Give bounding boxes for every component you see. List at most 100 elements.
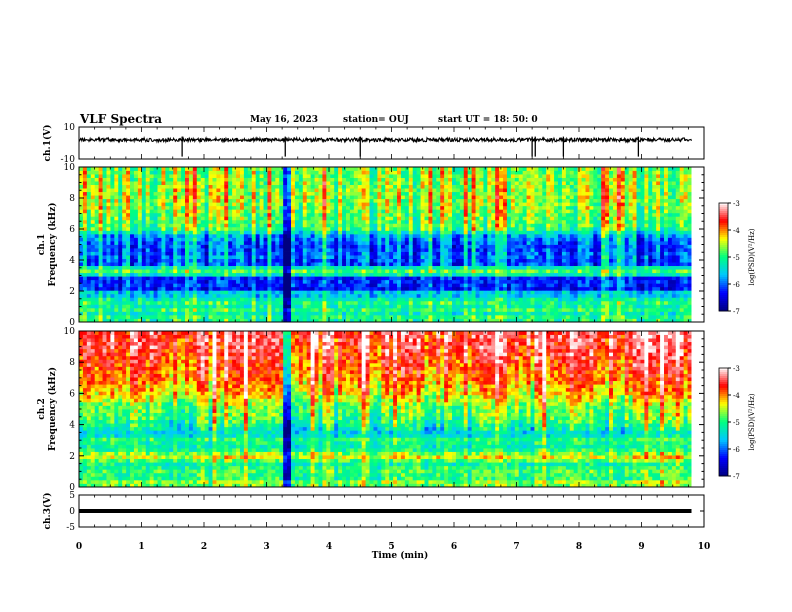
ch1-spectrogram-cell bbox=[181, 262, 186, 267]
ch1-spectrogram-cell bbox=[224, 177, 229, 182]
ch1-spectrogram-cell bbox=[279, 276, 284, 281]
ch1-spectrogram-cell bbox=[287, 177, 292, 182]
ch1-spectrogram-cell bbox=[188, 233, 194, 238]
ch1-spectrogram-cell bbox=[90, 237, 96, 242]
ch1-spectrogram-cell bbox=[389, 212, 394, 217]
ch1-spectrogram-cell bbox=[436, 248, 441, 252]
ch1-spectrogram-cell bbox=[118, 269, 123, 274]
ch1-spectrogram-cell bbox=[381, 230, 386, 235]
ch1-spectrogram-cell bbox=[130, 297, 135, 302]
ch1-spectrogram-cell bbox=[86, 307, 92, 312]
ch1-spectrogram-cell bbox=[310, 198, 315, 203]
ch1-spectrogram-cell bbox=[200, 244, 206, 249]
ch1-spectrogram-cell bbox=[243, 279, 249, 284]
ch1-spectrogram-cell bbox=[239, 307, 245, 312]
ch1-spectrogram-cell bbox=[420, 251, 425, 256]
ch1-spectrogram-cell bbox=[349, 276, 355, 281]
ch1-spectrogram-cell bbox=[208, 216, 213, 221]
ch1-spectrogram-cell bbox=[188, 293, 194, 298]
ch1-spectrogram-cell bbox=[432, 279, 437, 284]
ch1-spectrogram-cell bbox=[385, 223, 390, 228]
ch1-spectrogram-cell bbox=[397, 276, 402, 281]
ch1-spectrogram-cell bbox=[318, 170, 323, 175]
ch1-spectrogram-cell bbox=[475, 167, 480, 171]
ch1-spectrogram-cell bbox=[283, 237, 288, 242]
ch1-spectrogram-cell bbox=[314, 258, 319, 263]
ch1-spectrogram-cell bbox=[342, 265, 347, 270]
ch1-spectrogram-cell bbox=[455, 237, 461, 242]
ch1-spectrogram-cell bbox=[389, 255, 394, 259]
ch1-spectrogram-cell bbox=[279, 226, 284, 231]
ch1-spectrogram-cell bbox=[196, 248, 202, 252]
ch1-spectrogram-cell bbox=[126, 318, 131, 323]
ch1-spectrogram-cell bbox=[483, 205, 488, 210]
ch1-spectrogram-cell bbox=[173, 233, 178, 238]
ch1-spectrogram-cell bbox=[114, 251, 119, 256]
ch1-spectrogram-cell bbox=[110, 300, 115, 305]
ch1-spectrogram-cell bbox=[263, 283, 268, 288]
ch1-spectrogram-cell bbox=[365, 311, 370, 316]
ch1-spectrogram-cell bbox=[118, 255, 123, 259]
ch1-spectrogram-cell bbox=[432, 244, 437, 249]
ch1-spectrogram-cell bbox=[306, 174, 312, 178]
ch1-spectrogram-cell bbox=[232, 318, 237, 323]
ch1-spectrogram-cell bbox=[381, 311, 386, 316]
ch1-spectrogram-cell bbox=[212, 290, 217, 295]
ch1-spectrogram-cell bbox=[353, 195, 359, 200]
ch1-spectrogram-cell bbox=[279, 205, 284, 210]
ch1-spectrogram-cell bbox=[149, 262, 154, 267]
ch1-spectrogram-cell bbox=[503, 283, 508, 288]
ch1-spectrogram-cell bbox=[369, 318, 374, 323]
ch1-spectrogram-cell bbox=[294, 184, 300, 189]
ch1-spectrogram-cell bbox=[173, 170, 178, 175]
ch1-spectrogram-cell bbox=[420, 286, 425, 291]
ch1-spectrogram-cell bbox=[122, 297, 127, 302]
ch1-spectrogram-cell bbox=[90, 219, 96, 224]
ch1-spectrogram-cell bbox=[510, 311, 516, 316]
ch1-spectrogram-cell bbox=[503, 237, 508, 242]
ch1-spectrogram-cell bbox=[322, 237, 327, 242]
ch1-spectrogram-cell bbox=[381, 276, 386, 281]
ch1-spectrogram-cell bbox=[510, 269, 516, 274]
ch1-spectrogram-cell bbox=[491, 248, 496, 252]
ch1-spectrogram-cell bbox=[330, 177, 335, 182]
ch1-spectrogram-cell bbox=[243, 219, 249, 224]
ch1-spectrogram-cell bbox=[137, 177, 143, 182]
ch1-spectrogram-cell bbox=[452, 198, 457, 203]
ch1-spectrogram-cell bbox=[436, 216, 441, 221]
ch1-spectrogram-cell bbox=[177, 226, 182, 231]
ch1-spectrogram-cell bbox=[310, 184, 315, 189]
ch1-spectrogram-cell bbox=[291, 240, 296, 245]
ch1-spectrogram-cell bbox=[243, 307, 249, 312]
ch1-spectrogram-cell bbox=[448, 314, 453, 319]
ch1-spectrogram-cell bbox=[369, 170, 374, 175]
ch1-spectrogram-cell bbox=[169, 304, 174, 309]
ch1-spectrogram-cell bbox=[424, 307, 429, 312]
ch1-spectrogram-cell bbox=[130, 174, 135, 178]
ch1-spectrogram-cell bbox=[216, 251, 221, 256]
ch1-spectrogram-cell bbox=[471, 304, 476, 309]
ch1-spectrogram-cell bbox=[463, 300, 469, 305]
ch1-spectrogram-cell bbox=[503, 167, 508, 171]
ch1-spectrogram-cell bbox=[330, 248, 335, 252]
ch1-spectrogram-cell bbox=[487, 223, 492, 228]
ch1-spectrogram-cell bbox=[298, 244, 304, 249]
ch1-spectrogram-cell bbox=[145, 212, 151, 217]
ch1-spectrogram-cell bbox=[385, 314, 390, 319]
ch1-spectrogram-cell bbox=[137, 318, 143, 323]
ch1-spectrogram-cell bbox=[338, 318, 343, 323]
ch1-spectrogram-cell bbox=[106, 262, 111, 267]
ch1-spectrogram-cell bbox=[491, 174, 496, 178]
ch1-spectrogram-cell bbox=[192, 311, 198, 316]
ch1-spectrogram-cell bbox=[137, 262, 143, 267]
ch1-spectrogram-cell bbox=[188, 167, 194, 171]
ch1-spectrogram-cell bbox=[349, 233, 355, 238]
ch1-spectrogram-cell bbox=[275, 205, 280, 210]
ch1-spectrogram-cell bbox=[204, 258, 209, 263]
ch1-spectrogram-cell bbox=[287, 223, 292, 228]
ch1-spectrogram-cell bbox=[353, 177, 359, 182]
ch1-spectrogram-cell bbox=[400, 297, 406, 302]
ch1-spectrogram-cell bbox=[271, 255, 276, 259]
ch1-spectrogram-cell bbox=[224, 237, 229, 242]
ch1-spectrogram-cell bbox=[310, 297, 315, 302]
